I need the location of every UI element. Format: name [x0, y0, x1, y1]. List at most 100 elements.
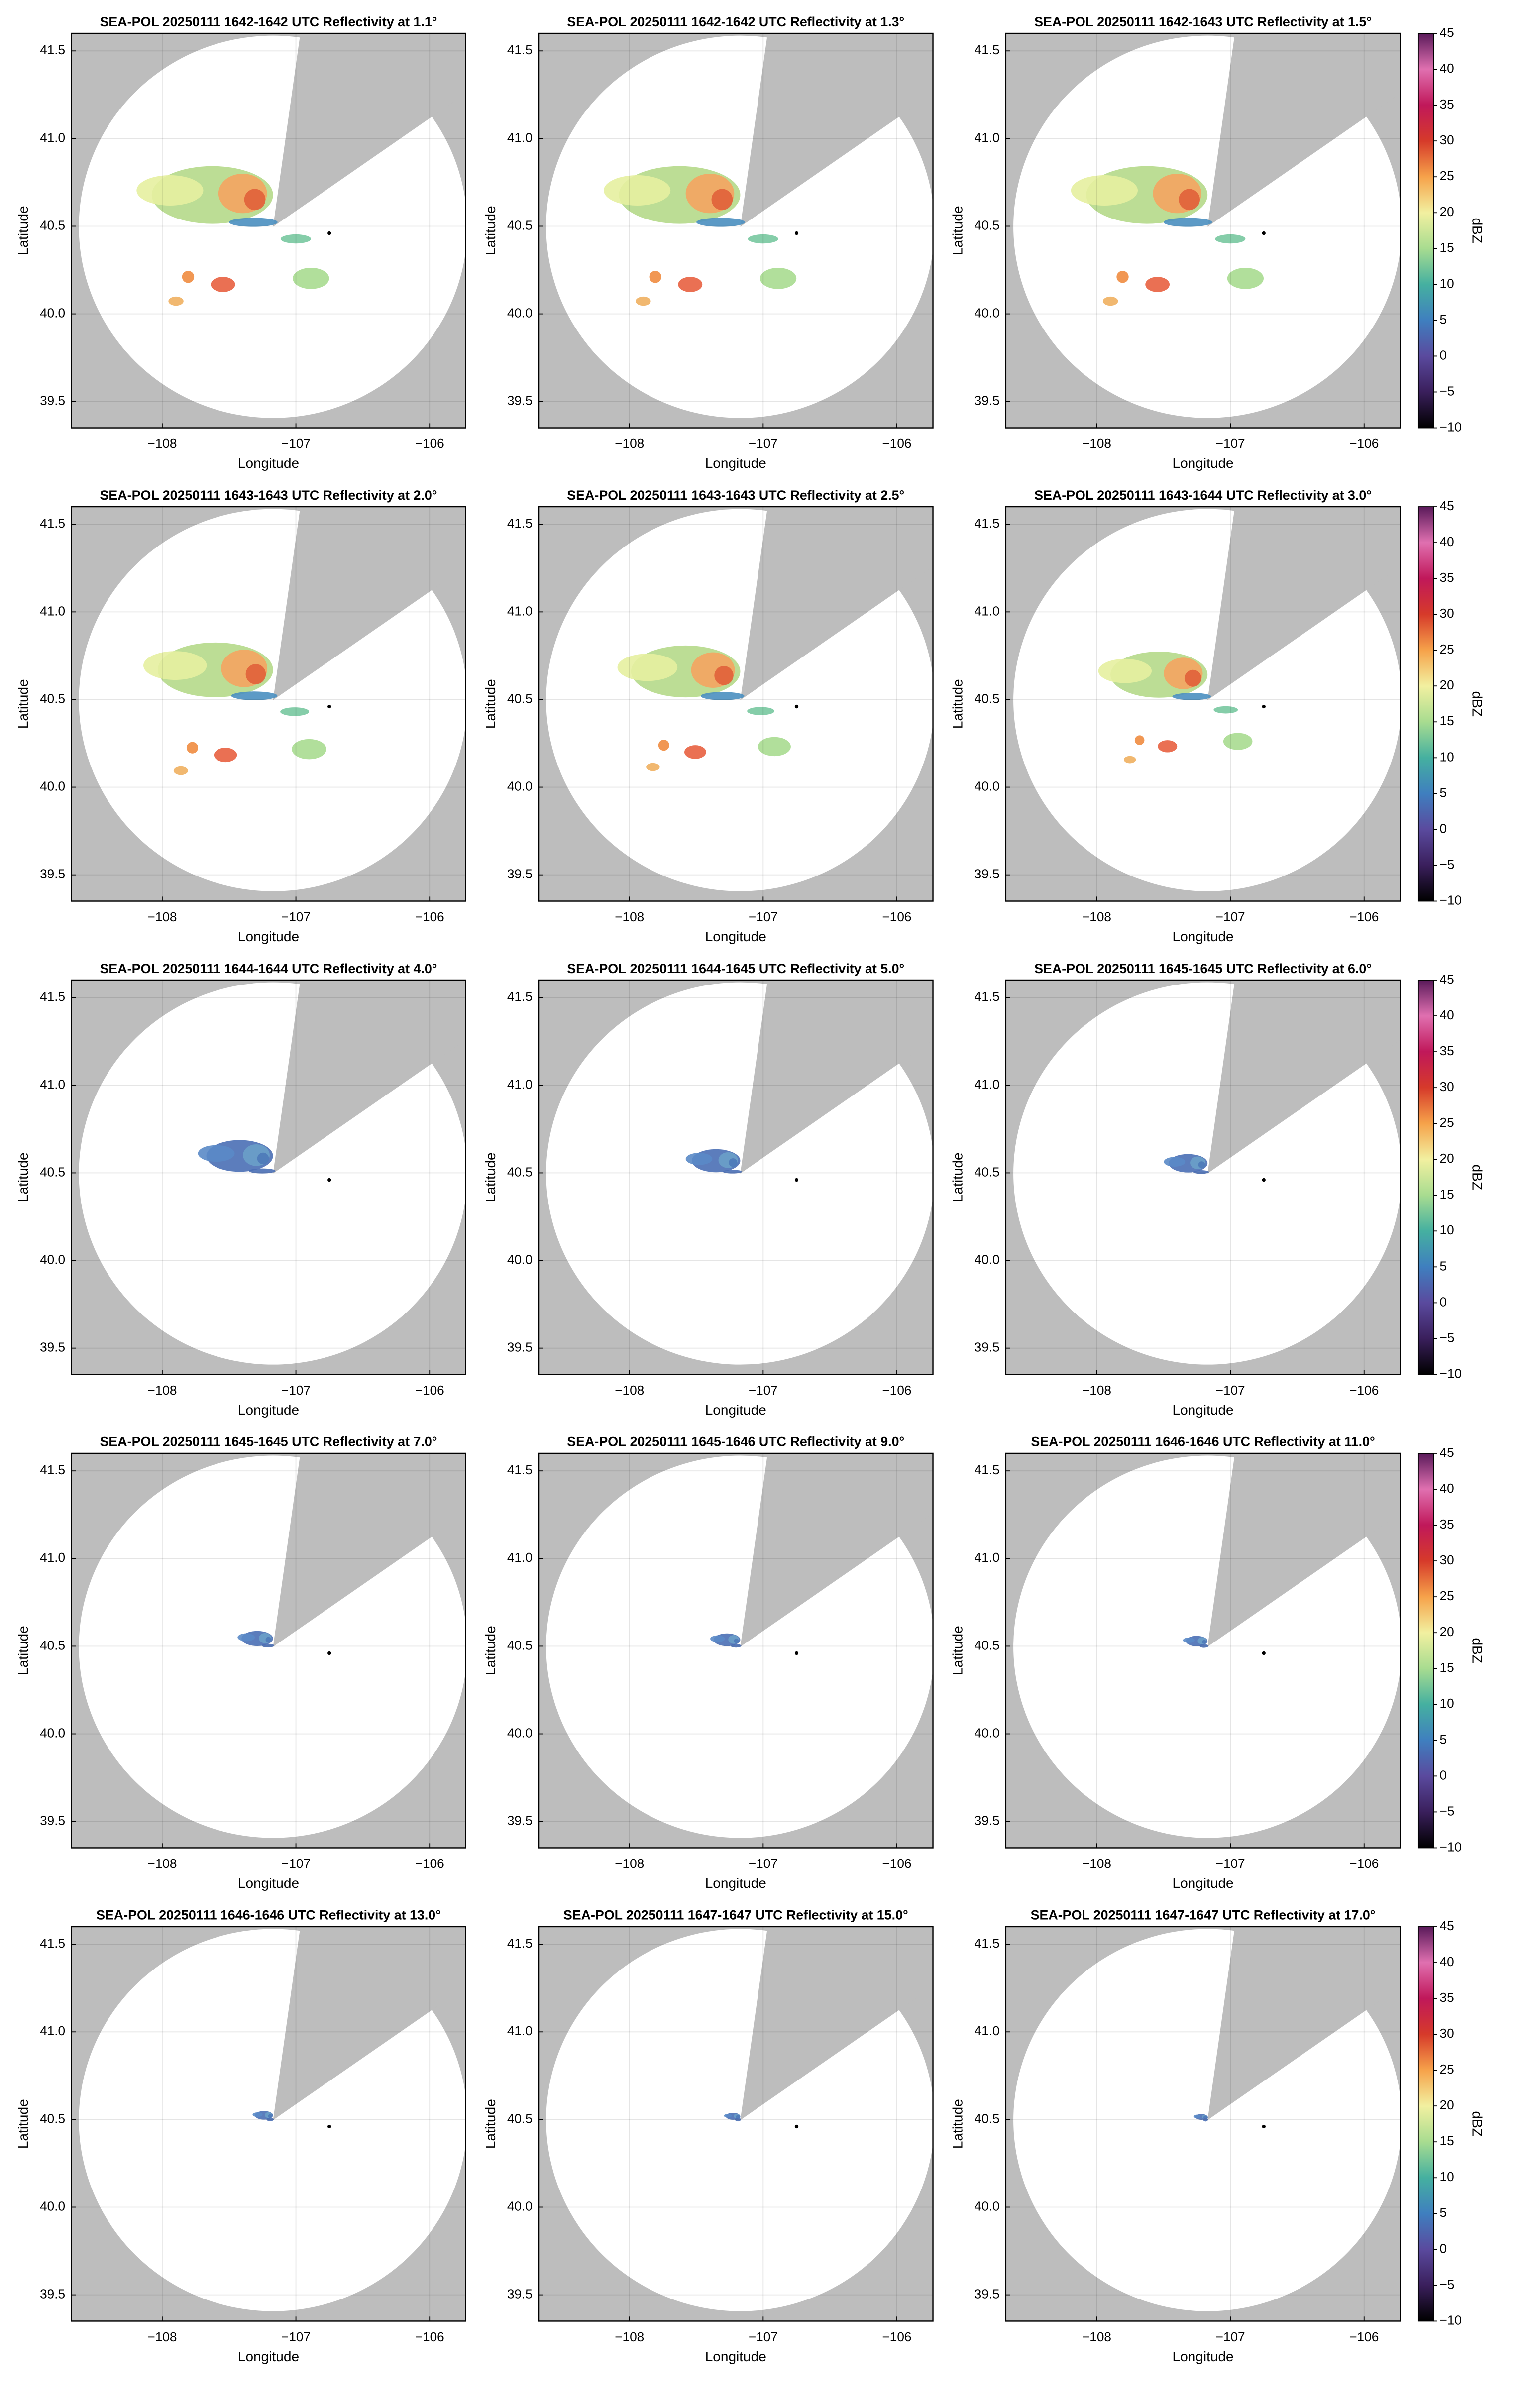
x-tick-label: −108	[615, 2329, 644, 2344]
y-tick-label: 40.5	[507, 691, 533, 706]
y-axis-label: Latitude	[950, 679, 966, 729]
echo	[1215, 234, 1246, 244]
y-tick-label: 40.0	[975, 778, 1000, 793]
panel: −108 −107 −106 39.5 40.0 40.5 41.0 41.5 SEA-POL …	[15, 14, 466, 471]
echo	[1203, 2118, 1208, 2122]
colorbar-tick-label: 25	[1440, 642, 1454, 657]
chart-title: SEA-POL 20250111 1645-1646 UTC Reflectiv…	[567, 1434, 904, 1449]
echo	[1202, 1640, 1207, 1644]
y-tick-label: 41.0	[40, 1550, 65, 1565]
echo	[636, 296, 651, 306]
x-tick-label: −107	[749, 909, 778, 924]
colorbar-tick-label: 20	[1440, 1624, 1454, 1639]
y-tick-label: 40.0	[975, 2198, 1000, 2213]
colorbar-tick-label: 10	[1440, 276, 1454, 291]
echo	[1158, 740, 1178, 753]
y-axis-label: Latitude	[483, 2099, 498, 2149]
blocked-sector	[1207, 980, 1401, 1174]
echo	[724, 2114, 732, 2118]
echo	[257, 1152, 269, 1165]
echo	[245, 664, 266, 684]
axes-frame	[538, 32, 934, 429]
y-tick-label: 40.5	[40, 1638, 65, 1652]
echo	[604, 175, 671, 206]
plot-area	[539, 1453, 933, 1848]
y-tick-label: 41.5	[975, 1462, 1000, 1477]
colorbar	[1417, 1453, 1434, 1849]
axes-frame	[1005, 506, 1401, 902]
radar-site	[794, 2124, 799, 2129]
y-tick-label: 41.5	[975, 1936, 1000, 1951]
colorbar-tick-label: 20	[1440, 1151, 1454, 1166]
panel: −108 −107 −106 39.5 40.0 40.5 41.0 41.5 SEA-POL …	[483, 1908, 934, 2364]
panel: −108 −107 −106 39.5 40.0 40.5 41.0 41.5 SEA-POL …	[483, 1434, 934, 1891]
colorbar-label: dBZ	[1469, 1165, 1485, 1190]
colorbar-tick-label: 15	[1440, 1660, 1454, 1675]
x-axis-label: Longitude	[1172, 455, 1233, 471]
y-axis-label: Latitude	[15, 206, 31, 255]
colorbar-tick-label: 25	[1440, 1115, 1454, 1130]
colorbar-tick-label: 5	[1440, 1258, 1447, 1273]
echo	[292, 739, 326, 760]
colorbar-tick-label: 10	[1440, 1222, 1454, 1237]
echo	[1102, 296, 1118, 306]
plot-area	[71, 507, 466, 901]
blocked-sector	[1207, 507, 1401, 700]
colorbar-tick-label: 20	[1440, 677, 1454, 692]
radar-site	[1262, 231, 1266, 235]
colorbar-tick-label: 0	[1440, 1294, 1447, 1309]
chart-title: SEA-POL 20250111 1647-1647 UTC Reflectiv…	[563, 1908, 908, 1923]
x-tick-label: −106	[1349, 1856, 1379, 1871]
y-tick-label: 40.5	[40, 218, 65, 232]
echo	[266, 2117, 274, 2121]
x-tick-label: −106	[882, 1383, 911, 1398]
colorbar-tick-label: 45	[1440, 972, 1454, 986]
echo	[710, 1635, 725, 1642]
echo	[685, 1153, 713, 1165]
y-tick-label: 41.0	[975, 1077, 1000, 1092]
echo	[261, 1643, 275, 1647]
colorbar-tick-label: 5	[1440, 1732, 1447, 1747]
colorbar-tick-label: 25	[1440, 1588, 1454, 1603]
x-tick-label: −106	[415, 1383, 444, 1398]
radar-site	[1262, 1178, 1266, 1182]
colorbar-tick-label: 5	[1440, 785, 1447, 800]
echo	[760, 267, 797, 289]
chart-title: SEA-POL 20250111 1643-1644 UTC Reflectiv…	[1034, 488, 1372, 503]
colorbar-tick-label: 10	[1440, 1696, 1454, 1711]
echo	[136, 175, 204, 206]
y-tick-label: 39.5	[507, 1813, 533, 1828]
x-tick-label: −106	[882, 436, 911, 451]
colorbar-tick-label: 40	[1440, 1954, 1454, 1969]
y-tick-label: 40.5	[40, 1164, 65, 1179]
echo	[280, 707, 310, 716]
y-axis-label: Latitude	[950, 1152, 966, 1202]
x-tick-label: −107	[1216, 1383, 1245, 1398]
colorbar	[1417, 506, 1434, 902]
plot-area	[539, 507, 933, 901]
echo	[1145, 277, 1170, 292]
panel: −108 −107 −106 39.5 40.0 40.5 41.0 41.5 SEA-POL …	[483, 488, 934, 944]
x-tick-label: −107	[281, 1383, 311, 1398]
y-tick-label: 40.5	[507, 218, 533, 232]
echo	[244, 189, 266, 211]
echo	[1193, 2114, 1201, 2118]
echo	[658, 740, 669, 751]
y-tick-label: 40.0	[40, 778, 65, 793]
blocked-sector	[740, 1926, 933, 2120]
panel: −108 −107 −106 39.5 40.0 40.5 41.0 41.5 SEA-POL …	[950, 1908, 1485, 2364]
x-tick-label: −106	[882, 2329, 911, 2344]
echo	[747, 707, 775, 715]
plot-area	[1005, 507, 1401, 901]
y-tick-label: 39.5	[975, 1340, 1000, 1355]
colorbar-tick-label: 15	[1440, 1187, 1454, 1202]
radar-site	[327, 1178, 331, 1182]
y-axis-label: Latitude	[483, 1626, 498, 1675]
y-tick-label: 41.5	[507, 516, 533, 531]
echo	[617, 654, 678, 681]
echo	[231, 691, 278, 700]
panel: −108 −107 −106 39.5 40.0 40.5 41.0 41.5 SEA-POL …	[15, 1434, 466, 1891]
echo	[1134, 735, 1145, 745]
colorbar-tick-label: −5	[1440, 1803, 1455, 1818]
x-axis-label: Longitude	[705, 2349, 766, 2364]
